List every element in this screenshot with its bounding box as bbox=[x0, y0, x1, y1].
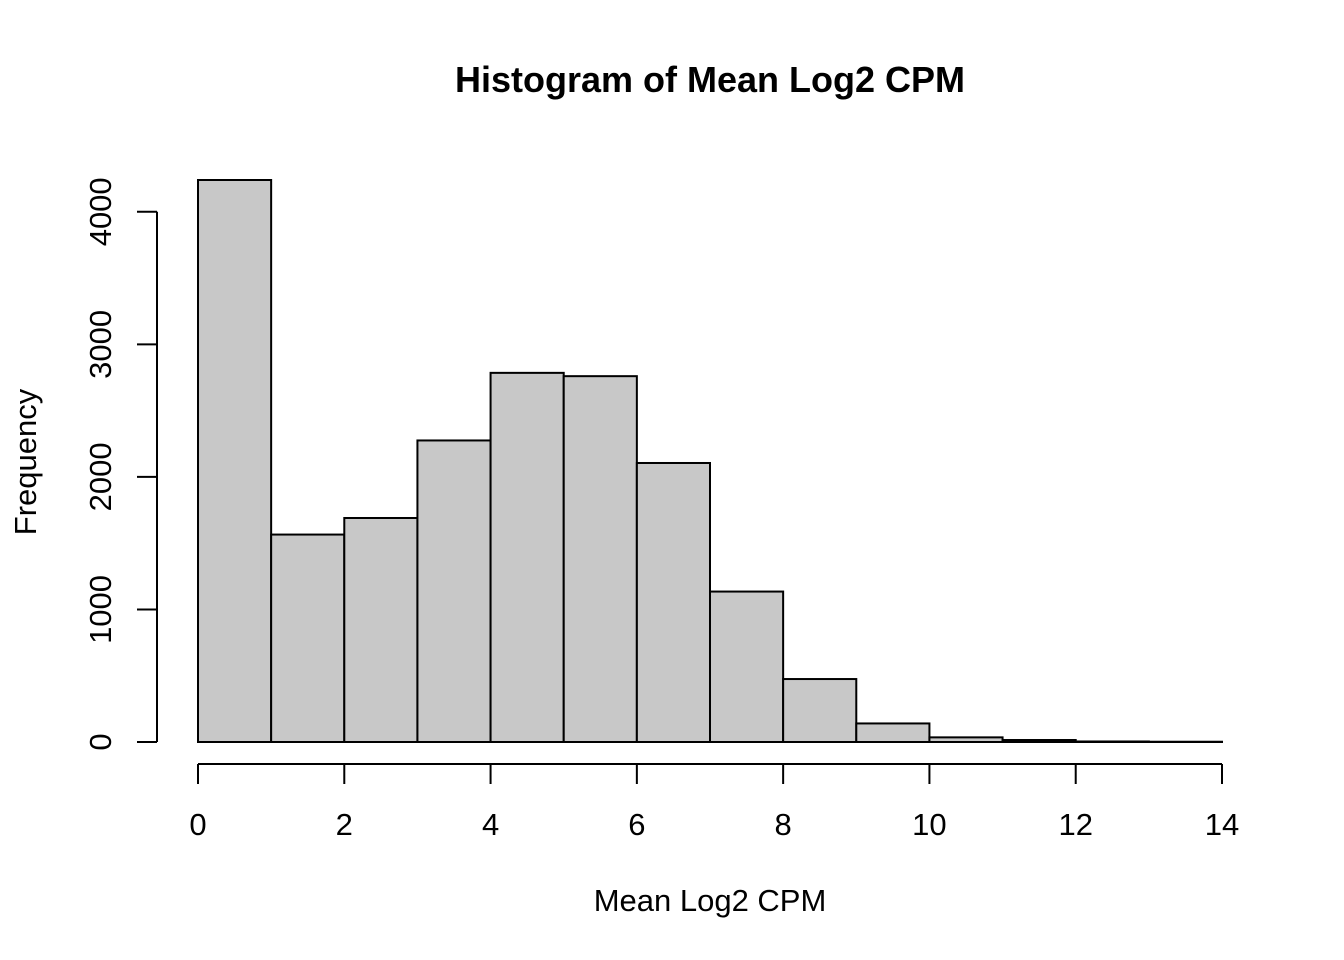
y-axis-label: Frequency bbox=[8, 388, 43, 535]
x-tick-label: 8 bbox=[775, 807, 792, 842]
histogram-bar bbox=[270, 533, 346, 743]
histogram-bar bbox=[416, 439, 492, 743]
histogram-bar bbox=[343, 516, 419, 744]
y-tick-label: 1000 bbox=[83, 575, 118, 644]
x-tick-label: 10 bbox=[912, 807, 946, 842]
x-tick-label: 12 bbox=[1058, 807, 1092, 842]
histogram-bar bbox=[709, 590, 785, 743]
x-tick-label: 2 bbox=[336, 807, 353, 842]
x-tick-label: 14 bbox=[1205, 807, 1239, 842]
chart-title: Histogram of Mean Log2 CPM bbox=[455, 59, 965, 100]
histogram-bar bbox=[635, 461, 711, 743]
y-tick-label: 4000 bbox=[83, 177, 118, 246]
y-tick-label: 3000 bbox=[83, 310, 118, 379]
histogram-bar bbox=[782, 678, 858, 744]
histogram-bar bbox=[197, 179, 273, 743]
x-tick-label: 0 bbox=[189, 807, 206, 842]
x-axis-label: Mean Log2 CPM bbox=[594, 883, 827, 918]
bars-group bbox=[197, 179, 1224, 744]
histogram-bar bbox=[855, 722, 931, 744]
x-tick-label: 6 bbox=[628, 807, 645, 842]
y-axis: 0 1000 2000 3000 4000 bbox=[83, 177, 158, 751]
histogram-bar bbox=[1001, 739, 1077, 743]
histogram-bar bbox=[1074, 740, 1150, 743]
histogram-bar bbox=[928, 736, 1004, 743]
histogram-bar bbox=[489, 371, 565, 743]
y-tick-label: 0 bbox=[83, 733, 118, 750]
x-tick-label: 4 bbox=[482, 807, 499, 842]
x-axis: 0 2 4 6 8 10 12 14 bbox=[189, 763, 1239, 842]
y-tick-label: 2000 bbox=[83, 442, 118, 511]
histogram-bar bbox=[562, 375, 638, 743]
